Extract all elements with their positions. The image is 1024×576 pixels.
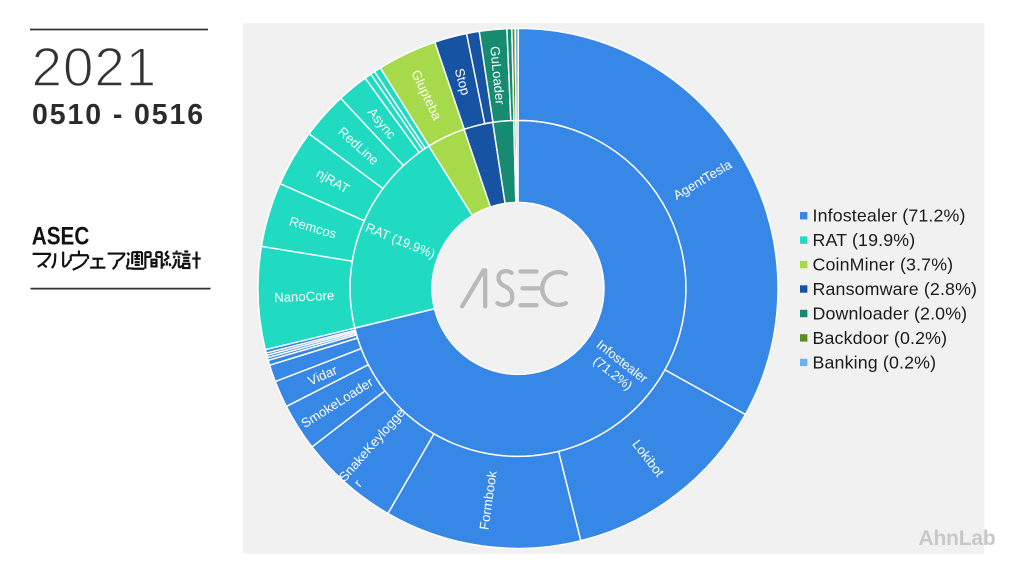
svg-text:Infostealer (71.2%): Infostealer (71.2%) [813,206,966,226]
svg-text:ASEC: ASEC [32,223,90,251]
svg-text:Backdoor (0.2%): Backdoor (0.2%) [813,328,948,348]
svg-text:AhnLab: AhnLab [919,527,996,550]
svg-text:0510 - 0516: 0510 - 0516 [32,99,205,131]
svg-text:Stop: Stop [452,67,474,97]
svg-text:NanoCore: NanoCore [274,288,335,305]
svg-text:CoinMiner (3.7%): CoinMiner (3.7%) [813,255,954,275]
svg-text:RAT (19.9%): RAT (19.9%) [813,230,916,250]
svg-text:Downloader (2.0%): Downloader (2.0%) [813,304,968,324]
svg-text:Banking (0.2%): Banking (0.2%) [813,352,937,372]
svg-text:GuLoader: GuLoader [487,45,508,105]
svg-text:2021: 2021 [32,36,158,98]
svg-text:Ransomware (2.8%): Ransomware (2.8%) [813,279,978,299]
